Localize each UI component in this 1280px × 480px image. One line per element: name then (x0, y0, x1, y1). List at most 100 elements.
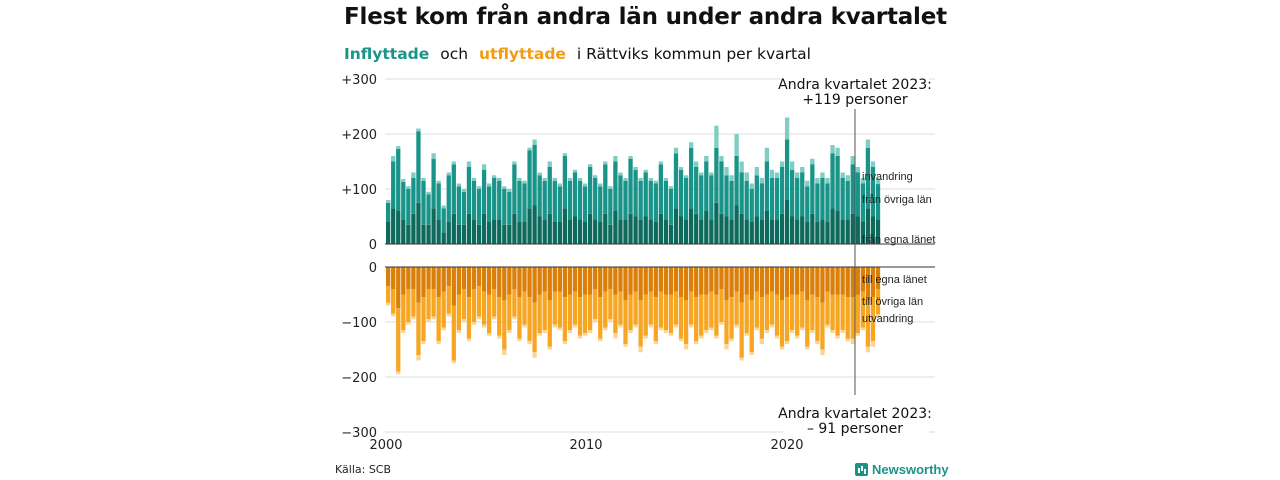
chart-title: Flest kom från andra län under andra kva… (344, 4, 947, 30)
bar-out-utvandring-11 (441, 327, 446, 331)
bar-in-invandring-88 (830, 145, 835, 154)
bar-in-ovriga-57 (673, 153, 679, 209)
bar-out-utvandring-68 (729, 338, 734, 342)
bar-out-utvandring-86 (820, 349, 825, 355)
bar-in-invandring-11 (441, 205, 446, 209)
bar-out-egna-94 (860, 267, 865, 292)
bar-out-ovriga-36 (567, 294, 573, 331)
bar-in-egna-30 (537, 216, 542, 244)
bar-in-ovriga-17 (471, 180, 477, 220)
bar-in-ovriga-11 (441, 208, 446, 233)
bar-in-ovriga-89 (835, 156, 840, 211)
bar-out-utvandring-79 (784, 341, 790, 344)
bar-in-egna-74 (759, 219, 764, 244)
bar-in-invandring-61 (694, 161, 699, 167)
bar-in-invandring-76 (769, 169, 775, 178)
bar-in-ovriga-43 (603, 164, 608, 214)
bar-in-egna-84 (810, 213, 815, 244)
bar-out-egna-89 (835, 267, 840, 295)
bar-in-invandring-67 (724, 167, 729, 176)
bar-out-utvandring-8 (426, 319, 431, 322)
bar-out-egna-43 (603, 267, 608, 292)
bar-in-invandring-56 (668, 186, 674, 189)
bar-in-invandring-16 (466, 161, 472, 167)
bar-in-invandring-36 (567, 178, 573, 181)
bar-out-egna-13 (451, 267, 456, 306)
bar-out-egna-90 (840, 267, 845, 295)
bar-in-ovriga-85 (815, 183, 820, 222)
bar-in-ovriga-12 (446, 175, 451, 222)
bar-in-invandring-71 (744, 172, 749, 181)
bar-out-ovriga-65 (714, 294, 719, 336)
bar-in-egna-86 (820, 219, 825, 244)
bar-out-egna-17 (471, 267, 477, 289)
bar-in-invandring-30 (537, 172, 542, 176)
bar-out-egna-69 (734, 267, 739, 292)
bar-in-ovriga-23 (502, 189, 507, 225)
bar-out-utvandring-71 (744, 333, 749, 336)
bar-in-ovriga-42 (598, 186, 603, 222)
bar-out-egna-11 (441, 267, 446, 292)
bar-out-utvandring-76 (769, 324, 775, 328)
bar-out-egna-80 (790, 267, 795, 295)
bar-in-invandring-19 (481, 164, 487, 170)
bar-out-egna-20 (487, 267, 492, 295)
bar-in-egna-63 (704, 211, 709, 244)
bar-out-utvandring-24 (507, 330, 512, 333)
bar-in-invandring-43 (603, 161, 608, 165)
bar-in-egna-49 (633, 216, 638, 244)
bar-out-ovriga-28 (527, 297, 532, 342)
bar-out-ovriga-95 (865, 300, 871, 347)
bar-in-ovriga-92 (850, 164, 855, 214)
bar-out-utvandring-72 (749, 352, 754, 355)
bar-in-egna-0 (386, 222, 391, 244)
bar-in-ovriga-83 (805, 186, 810, 222)
bar-in-egna-81 (795, 219, 800, 244)
bar-in-egna-68 (729, 219, 734, 244)
bar-out-egna-74 (759, 267, 764, 298)
bar-in-egna-19 (481, 213, 487, 244)
bar-out-utvandring-37 (572, 324, 578, 328)
bar-out-egna-24 (507, 267, 512, 295)
bar-in-invandring-70 (739, 161, 744, 173)
bar-out-egna-0 (386, 267, 391, 287)
bar-out-utvandring-57 (673, 324, 679, 328)
bar-out-egna-84 (810, 267, 815, 295)
subtitle-inflyttade: Inflyttade (344, 45, 430, 63)
bar-out-utvandring-77 (774, 335, 780, 339)
bar-out-ovriga-33 (552, 291, 557, 325)
bar-in-invandring-22 (497, 178, 502, 181)
brand-logo[interactable]: Newsworthy (855, 462, 949, 477)
bar-out-egna-42 (598, 267, 603, 298)
bar-in-egna-11 (441, 233, 446, 244)
bar-in-invandring-95 (865, 139, 871, 148)
bar-out-ovriga-63 (704, 294, 709, 331)
bar-out-egna-26 (517, 267, 522, 298)
bar-out-utvandring-28 (527, 341, 532, 344)
bar-in-ovriga-96 (870, 167, 876, 217)
bar-in-ovriga-41 (593, 178, 598, 220)
bar-in-ovriga-1 (391, 161, 396, 209)
bar-in-egna-52 (648, 219, 653, 244)
label-till-egna-lanet: till egna länet (862, 274, 927, 286)
bar-out-ovriga-54 (658, 291, 663, 328)
bar-out-ovriga-71 (744, 294, 749, 333)
bar-out-utvandring-82 (800, 327, 805, 331)
annotation-bottom-line1: Andra kvartalet 2023: (778, 406, 932, 422)
bar-out-ovriga-39 (582, 294, 588, 333)
bar-in-invandring-55 (663, 178, 669, 181)
bar-out-utvandring-46 (618, 324, 623, 328)
bar-in-egna-13 (451, 213, 456, 244)
label-fran-egna-lanet: från egna länet (862, 234, 935, 246)
bar-in-invandring-38 (577, 178, 583, 181)
bar-out-egna-83 (805, 267, 810, 300)
bar-in-egna-7 (421, 224, 426, 244)
bar-in-invandring-48 (628, 156, 633, 159)
bar-out-utvandring-27 (522, 324, 527, 328)
bar-in-egna-56 (668, 224, 674, 244)
bar-out-ovriga-66 (719, 289, 724, 322)
bar-in-egna-65 (714, 202, 719, 244)
bar-out-utvandring-97 (875, 314, 881, 318)
bar-out-utvandring-34 (557, 327, 562, 331)
